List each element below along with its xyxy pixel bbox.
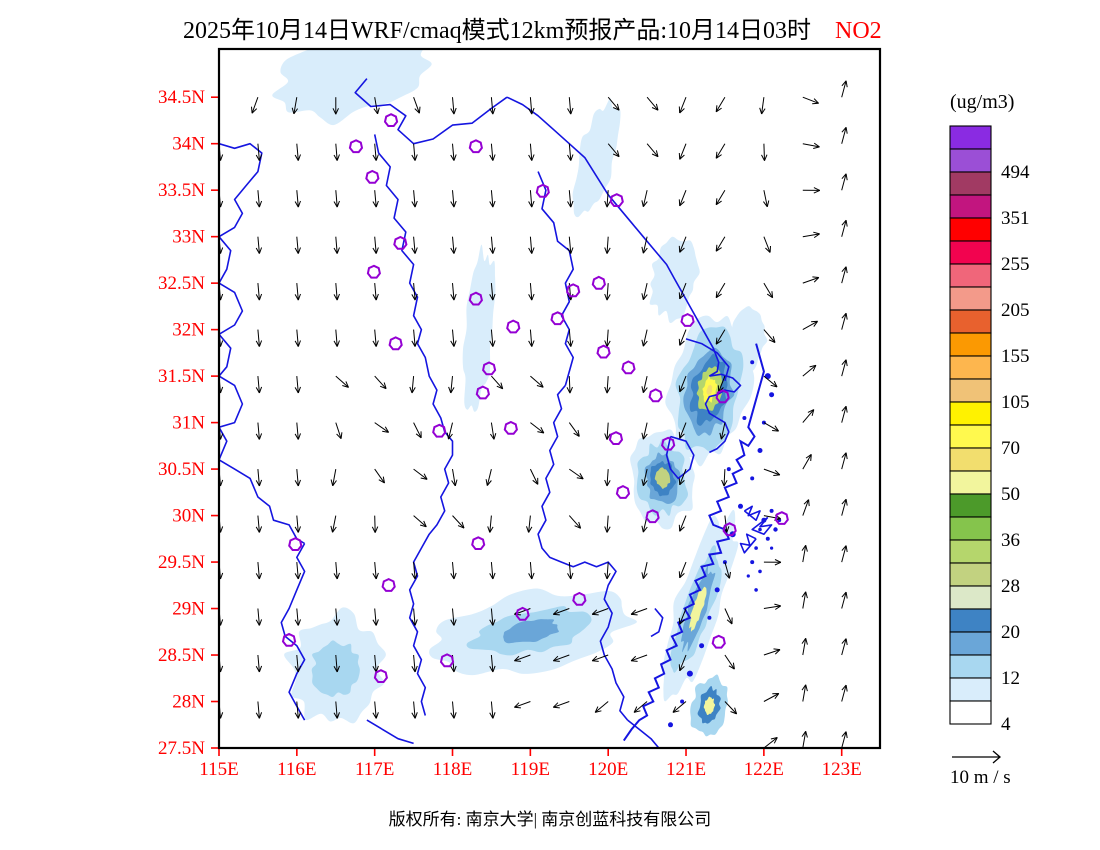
svg-text:50: 50 [1001,484,1020,505]
svg-text:12: 12 [1001,668,1020,689]
svg-text:28: 28 [1001,576,1020,597]
svg-text:155: 155 [1001,346,1030,367]
svg-text:255: 255 [1001,254,1030,275]
svg-text:105: 105 [1001,392,1030,413]
svg-text:494: 494 [1001,162,1030,183]
svg-text:70: 70 [1001,438,1020,459]
svg-text:351: 351 [1001,208,1030,229]
svg-text:20: 20 [1001,622,1020,643]
svg-text:10 m / s: 10 m / s [950,767,1011,788]
svg-text:(ug/m3): (ug/m3) [950,91,1014,113]
svg-text:205: 205 [1001,300,1030,321]
svg-text:36: 36 [1001,530,1020,551]
svg-text:4: 4 [1001,714,1011,735]
